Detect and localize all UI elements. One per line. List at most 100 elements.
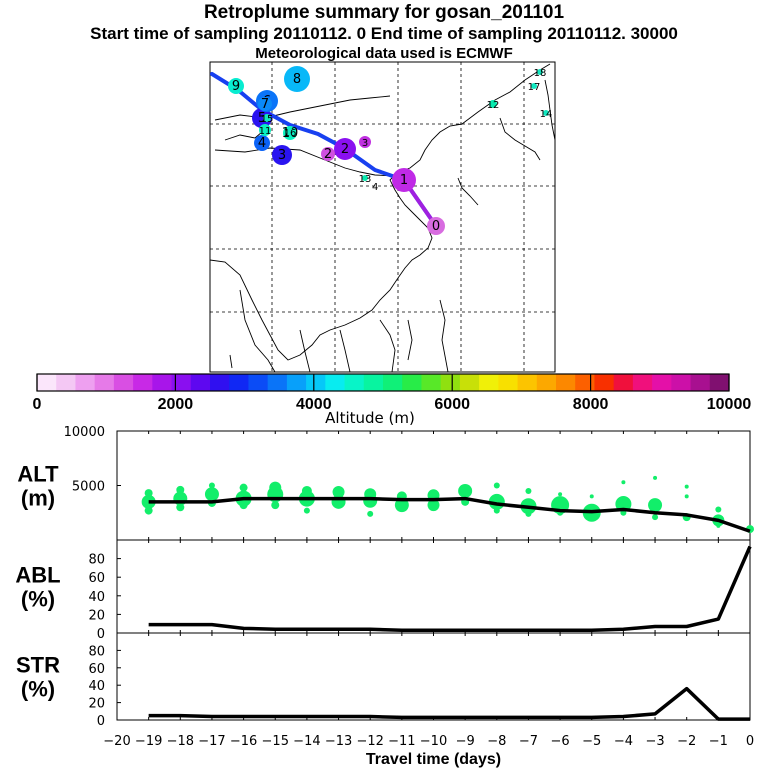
cluster-label: 16 [284, 128, 297, 139]
cluster-label: 7 [261, 97, 269, 112]
cluster-label: 11 [259, 126, 272, 137]
cluster-marker [321, 147, 335, 161]
altitude-cluster-point [715, 506, 722, 513]
colorbar-swatch [536, 374, 557, 391]
colorbar-swatch [363, 374, 384, 391]
xtick-label: −5 [582, 734, 601, 749]
sampling-times: Start time of sampling 20110112. 0 End t… [90, 24, 678, 43]
colorbar-swatch [575, 374, 595, 391]
altitude-cluster-point [653, 475, 658, 480]
colorbar-swatch [267, 374, 288, 391]
altitude-cluster-point [367, 510, 374, 517]
xtick-label: −14 [293, 734, 320, 749]
cluster-label: 8 [293, 72, 301, 87]
ytick-label: 60 [88, 662, 105, 677]
cluster-label: 3 [362, 138, 368, 149]
colorbar-swatch [171, 374, 192, 391]
cluster-label: 18 [534, 68, 547, 79]
met-data-note: Meteorological data used is ECMWF [255, 45, 513, 62]
colorbar-swatch [306, 374, 326, 391]
altitude-cluster-point [239, 501, 248, 510]
cluster-marker [284, 66, 310, 92]
xtick-label: −16 [230, 734, 257, 749]
cluster-marker [258, 97, 272, 111]
colorbar-swatch [632, 374, 653, 391]
altitude-cluster-point [271, 501, 280, 510]
colorbar-swatch [210, 374, 230, 391]
chart-title: Retroplume summary for gosan_201101 [203, 2, 565, 23]
cluster-markers: 0123456789101112131415161718234 [228, 66, 552, 235]
xtick-label: −18 [167, 734, 194, 749]
altitude-cluster-point [427, 499, 440, 512]
abl-series-line [148, 545, 752, 632]
ytick-label: 10000 [64, 425, 105, 440]
colorbar-tick-label: 10000 [707, 396, 752, 413]
xtick-label: −11 [388, 734, 415, 749]
colorbar-swatch [152, 374, 173, 391]
xtick-label: −17 [198, 734, 225, 749]
ytick-label: 5000 [72, 480, 105, 495]
colorbar-swatch [286, 374, 307, 391]
cluster-marker [228, 78, 244, 94]
xtick-label: −15 [262, 734, 289, 749]
xtick-label: −19 [135, 734, 162, 749]
panel-ylabel-unit: (%) [21, 587, 55, 612]
colorbar-swatch [133, 374, 153, 391]
cluster-label: 2 [324, 147, 332, 162]
cluster-marker [359, 136, 371, 148]
xtick-label: −12 [356, 734, 383, 749]
colorbar-tick-label: 8000 [573, 396, 609, 413]
colorbar-swatch [190, 374, 211, 391]
colorbar-swatch [594, 374, 615, 391]
altitude-cluster-point [144, 506, 153, 515]
colorbar-swatch [671, 374, 692, 391]
cluster-label: 4 [372, 182, 378, 193]
colorbar-swatch [613, 374, 634, 391]
cluster-marker [427, 217, 445, 235]
altitude-colorbar [36, 373, 730, 392]
cluster-marker [531, 83, 537, 89]
altitude-cluster-point [493, 482, 500, 489]
trajectory-map: 0123456789101112131415161718234 [209, 61, 556, 373]
panel-ylabel-unit: (m) [21, 486, 55, 511]
xtick-label: −13 [325, 734, 352, 749]
ytick-label: 20 [88, 608, 105, 623]
colorbar-swatch [459, 374, 480, 391]
altitude-cluster-point [144, 489, 153, 498]
ytick-label: 0 [97, 714, 105, 729]
colorbar-swatch [37, 374, 57, 391]
ytick-label: 80 [88, 553, 105, 568]
colorbar-swatch [344, 374, 365, 391]
panel-alt: ALT(m) 5000 10000 [17, 425, 754, 541]
time-series-panels: ALT(m) 500010000ABL(%)020406080STR(%)0204… [15, 425, 754, 768]
cluster-label: 2 [341, 142, 349, 157]
colorbar-swatch [556, 374, 576, 391]
ytick-label: 40 [88, 679, 105, 694]
xtick-label: 0 [746, 734, 754, 749]
panel-ylabel-unit: (%) [21, 677, 55, 702]
ytick-label: 80 [88, 644, 105, 659]
cluster-marker [263, 114, 271, 122]
cluster-label: 0 [432, 219, 440, 234]
cluster-marker [543, 110, 549, 116]
altitude-cluster-point [363, 493, 378, 508]
ytick-label: 0 [97, 627, 105, 642]
colorbar-swatch [517, 374, 538, 391]
colorbar-swatch [229, 374, 249, 391]
colorbar-swatch [421, 374, 442, 391]
colorbar-swatch [440, 374, 461, 391]
xtick-label: −3 [645, 734, 664, 749]
altitude-cluster-point [239, 483, 248, 492]
x-axis-label: Travel time (days) [366, 751, 501, 768]
str-series-line [148, 686, 750, 721]
cluster-label: 5 [258, 111, 266, 126]
colorbar-tick-label: 4000 [296, 396, 332, 413]
xtick-label: −6 [551, 734, 570, 749]
colorbar-tick-label: 6000 [434, 396, 470, 413]
colorbar-swatch [248, 374, 269, 391]
ytick-label: 40 [88, 590, 105, 605]
altitude-cluster-point [684, 484, 689, 489]
altitude-cluster-point [204, 487, 219, 502]
